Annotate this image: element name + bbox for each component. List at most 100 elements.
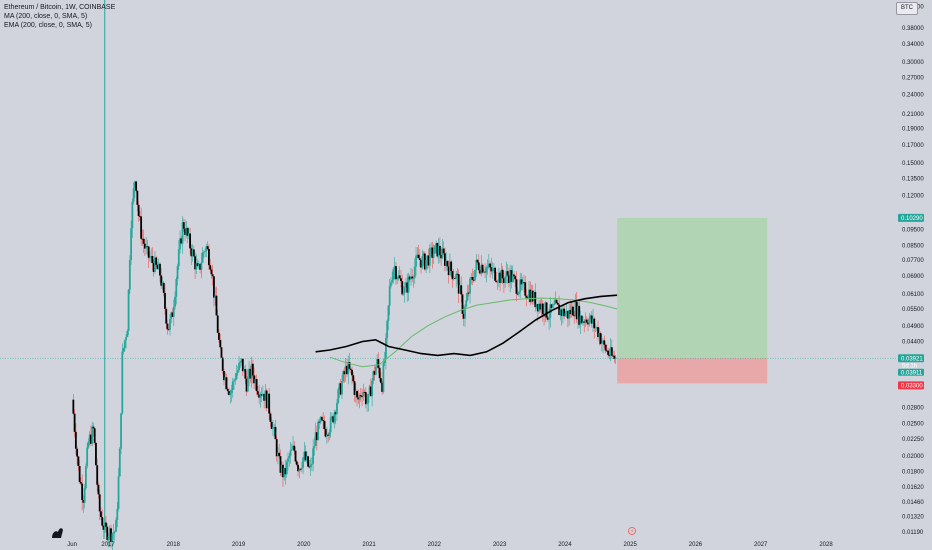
candle-body [474,269,476,281]
candle-body [440,254,443,259]
candle-body [600,343,603,344]
candle-body [326,434,328,437]
candle-body [523,282,525,283]
stop-zone [617,358,768,384]
symbol-title[interactable]: Ethereum / Bitcoin, 1W, COINBASE [4,4,116,11]
candle-body [123,340,126,348]
candle-body [503,278,505,283]
candle-body [367,394,370,403]
candle-body [393,266,396,269]
candle-body [278,452,281,457]
candle-body [285,461,288,475]
candle-body [504,276,507,283]
candle-body [235,373,238,380]
candle-body [383,359,386,364]
candle-body [219,339,222,348]
candle-body [536,304,539,312]
price-axis-panel[interactable] [896,0,932,550]
candle-body [342,371,345,382]
flash-event-icon[interactable] [628,527,636,535]
candle-body [236,370,239,374]
ema-indicator-label[interactable]: EMA (200, close, 0, SMA, 5) [4,22,92,29]
candle-body [467,292,470,294]
candle-body [364,392,367,405]
candle-body [441,248,444,259]
candle-body [400,278,402,282]
candle-body [451,271,454,280]
candle-body [594,327,597,329]
candle-body [154,257,156,272]
candle-body [192,249,195,257]
candle-body [515,279,518,294]
candle-body [469,278,471,294]
candle-body [492,267,495,269]
candle-body [73,413,76,432]
candle-body [95,442,97,466]
candle-body [317,421,320,441]
current-low-label: 0.03911 [901,370,923,376]
time-tick-label: 2025 [624,542,638,548]
candle-body [398,275,401,279]
candle-body [142,238,145,244]
price-tick-label: 0.24000 [902,93,924,99]
candle-body [609,347,612,357]
price-axis: 0.440000.380000.340000.300000.270000.240… [902,4,924,535]
time-tick-label: 2019 [232,542,246,548]
candle-body [189,233,191,249]
candle-body [361,396,363,398]
candle-body [353,381,356,395]
candle-body [436,242,439,257]
candle-body [482,271,485,273]
candle-body [582,321,584,324]
candle-body [598,332,601,338]
candle-body [371,380,374,397]
candle-body [146,246,149,248]
candle-body [444,253,446,266]
candle-body [159,263,161,276]
candle-body [87,441,90,448]
candle-body [105,522,107,527]
candle-body [292,445,294,450]
time-tick-label: 2021 [362,542,376,548]
candle-body [407,276,410,293]
candles [72,180,617,550]
candle-body [476,259,479,263]
candle-body [78,466,81,483]
candle-body [176,266,179,280]
price-tick-label: 0.04400 [902,339,924,345]
currency-button[interactable]: BTC [896,2,918,15]
candle-body [137,204,140,216]
candle-body [378,367,381,379]
candle-body [120,413,122,449]
candle-body [327,434,330,436]
candle-body [450,261,453,272]
ma-indicator-label[interactable]: MA (200, close, 0, SMA, 5) [4,13,88,20]
candle-body [319,416,322,423]
candle-body [535,304,538,308]
candle-body [356,391,358,398]
candle-body [605,350,608,352]
candle-body [572,306,574,316]
candle-body [309,464,312,467]
candle-body [565,310,568,314]
candle-body [491,268,494,272]
tradingview-logo-icon[interactable] [52,528,63,538]
candle-body [518,291,520,295]
candle-body [526,297,529,299]
candle-body [548,317,550,320]
candle-body [486,266,489,268]
candle-body [333,412,336,423]
price-tick-label: 0.08500 [902,244,924,250]
candle-body [295,461,298,465]
candle-body [314,432,317,446]
candle-body [300,467,303,470]
candle-body [273,426,276,428]
candle-body [108,528,111,538]
candle-body [570,306,573,315]
candle-body [494,267,497,281]
candle-body [530,290,533,303]
candle-body [337,389,340,403]
candle-body [107,537,110,541]
